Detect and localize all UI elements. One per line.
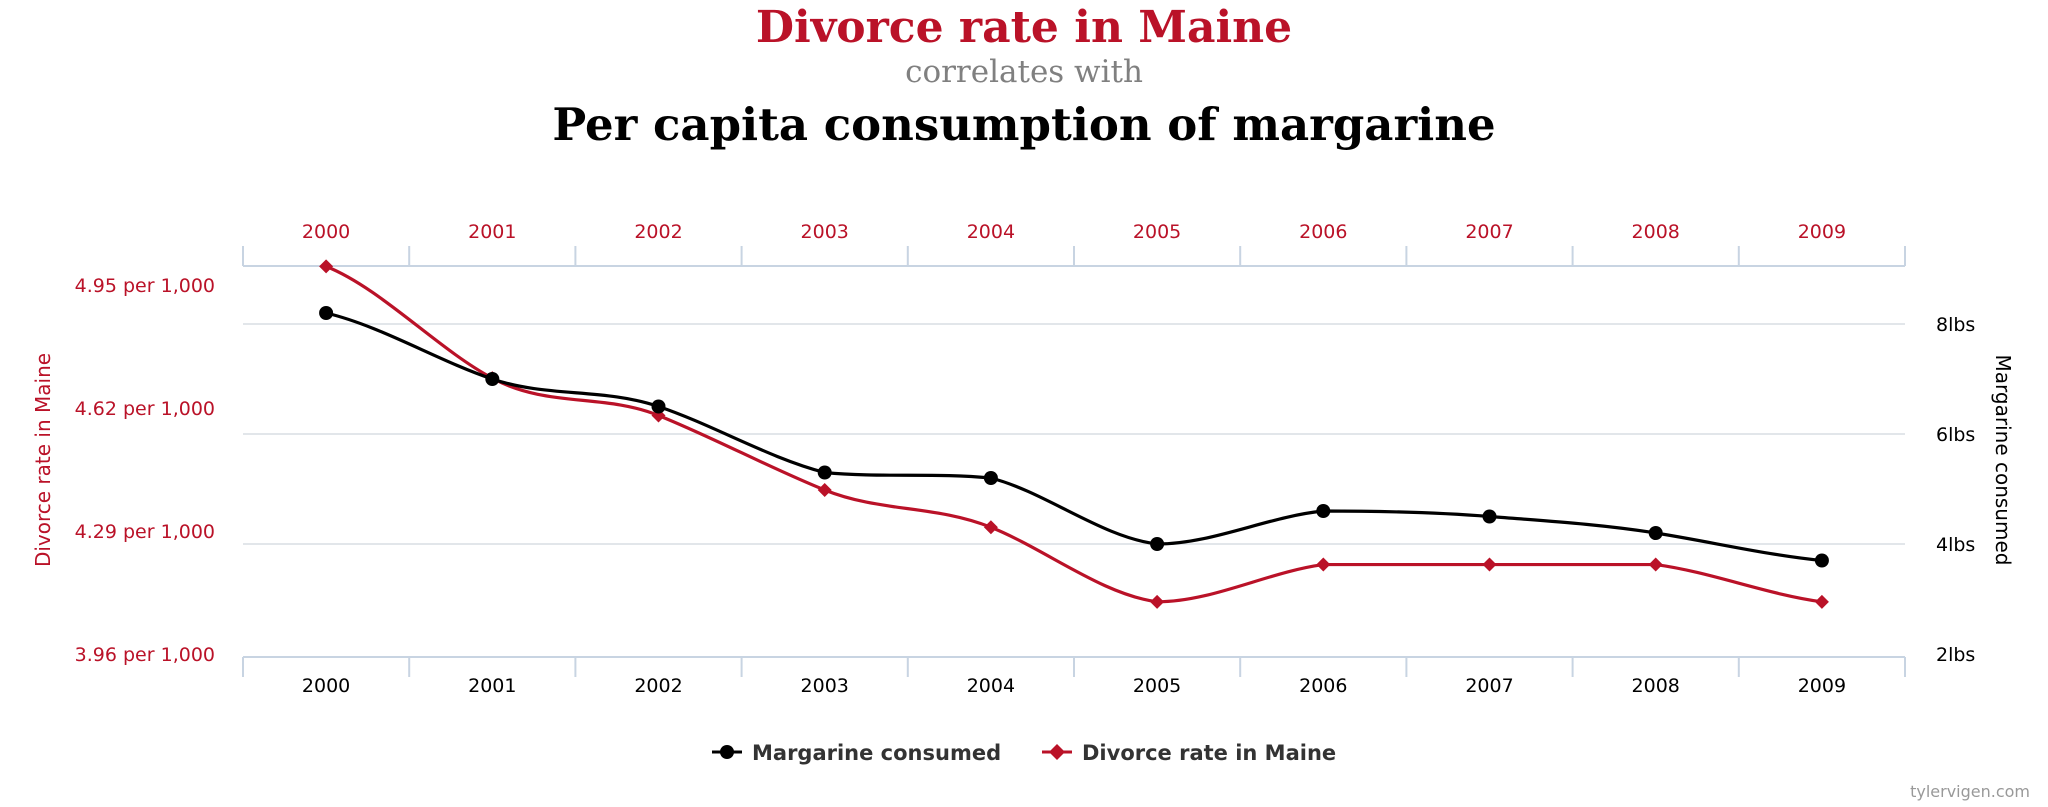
chart-title: Divorce rate in Maine (755, 2, 1293, 53)
margarine-point (1316, 504, 1331, 518)
divorce-point (1316, 557, 1331, 572)
right-axis-tick-label: 8lbs (1936, 314, 1975, 336)
legend-item-divorce[interactable]: Divorce rate in Maine (1042, 741, 1336, 765)
top-x-tick-label: 2006 (1299, 221, 1347, 243)
series-line-divorce (325, 264, 1823, 604)
watermark[interactable]: tylervigen.com (1910, 782, 2030, 801)
bottom-x-tick-label: 2004 (967, 675, 1015, 697)
right-axis-tick-label: 6lbs (1936, 424, 1975, 446)
bottom-x-tick-label: 2008 (1632, 675, 1680, 697)
left-axis-tick-label: 4.95 per 1,000 (75, 275, 215, 297)
bottom-x-tick-label: 2006 (1299, 675, 1347, 697)
legend-diamond-marker-icon (1049, 744, 1065, 760)
margarine-point (1150, 537, 1165, 551)
series-line-margarine (325, 311, 1823, 563)
divorce-point (1482, 557, 1497, 572)
left-axis-tick-label: 4.62 per 1,000 (75, 398, 215, 420)
margarine-point (983, 471, 998, 485)
left-axis-tick-label: 4.29 per 1,000 (75, 521, 215, 543)
divorce-point (1150, 594, 1165, 609)
legend-item-margarine[interactable]: Margarine consumed (712, 741, 1001, 765)
right-axis-tick-label: 4lbs (1936, 534, 1975, 556)
bottom-x-tick-label: 2003 (801, 675, 849, 697)
top-x-tick-label: 2008 (1632, 221, 1680, 243)
chart-connector-text: correlates with (905, 54, 1143, 90)
top-x-tick-label: 2004 (967, 221, 1015, 243)
right-axis-label: Margarine consumed (1991, 355, 2015, 566)
top-x-tick-label: 2005 (1133, 221, 1181, 243)
legend-label-margarine: Margarine consumed (752, 741, 1001, 765)
legend-label-divorce: Divorce rate in Maine (1082, 741, 1336, 765)
top-x-tick-label: 2001 (468, 221, 516, 243)
legend-circle-marker-icon (720, 745, 734, 759)
margarine-point (817, 465, 832, 480)
divorce-point (817, 483, 832, 497)
bottom-x-tick-label: 2005 (1133, 675, 1181, 697)
chart-subtitle: Per capita consumption of margarine (552, 98, 1496, 151)
bottom-x-tick-label: 2009 (1798, 675, 1846, 697)
bottom-x-tick-label: 2000 (302, 675, 350, 697)
margarine-point (1814, 553, 1829, 568)
margarine-point (1482, 509, 1497, 524)
divorce-point (319, 259, 334, 274)
divorce-point (1814, 594, 1829, 609)
left-axis-tick-label: 3.96 per 1,000 (75, 644, 215, 666)
top-x-tick-label: 2000 (302, 221, 350, 243)
top-x-tick-label: 2007 (1465, 221, 1513, 243)
divorce-point (1648, 557, 1663, 572)
top-x-tick-label: 2002 (634, 221, 682, 243)
bottom-x-tick-label: 2007 (1465, 675, 1513, 697)
top-x-tick-label: 2003 (801, 221, 849, 243)
margarine-point (319, 306, 334, 320)
bottom-x-tick-label: 2002 (634, 675, 682, 697)
bottom-x-tick-label: 2001 (468, 675, 516, 697)
divorce-point (983, 520, 998, 535)
left-axis-label: Divorce rate in Maine (31, 353, 55, 567)
margarine-point (485, 372, 500, 386)
top-x-tick-label: 2009 (1798, 221, 1846, 243)
margarine-point (651, 399, 666, 414)
margarine-point (1648, 526, 1663, 540)
right-axis-tick-label: 2lbs (1936, 644, 1975, 666)
legend: Margarine consumed Divorce rate in Maine (712, 741, 1336, 765)
